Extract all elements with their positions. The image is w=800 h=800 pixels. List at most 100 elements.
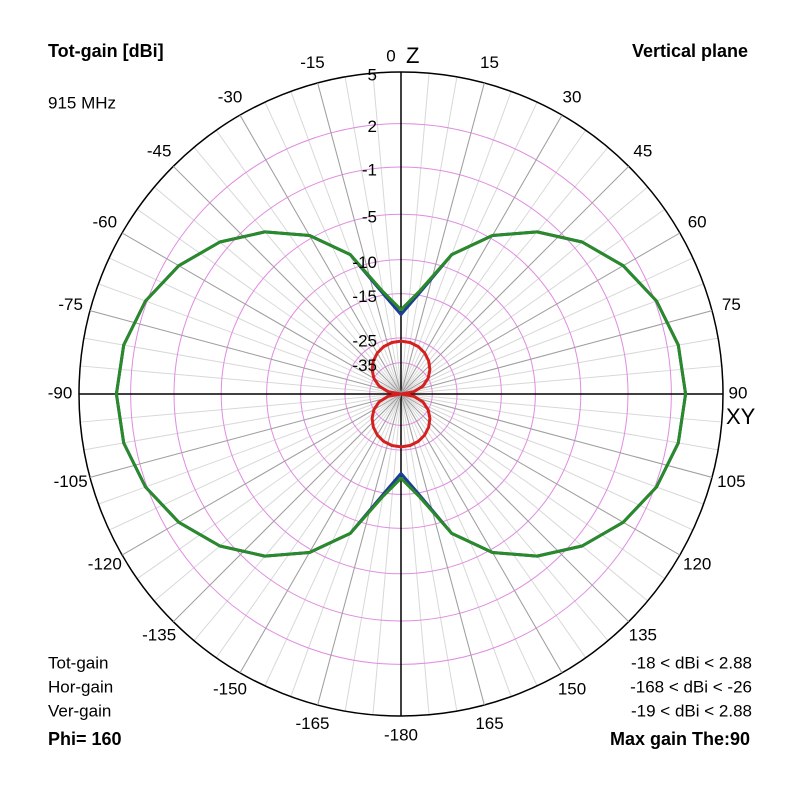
angle-spoke [89,310,402,395]
minor-spoke [400,393,704,505]
r-tick-label: -25 [352,331,377,350]
minor-spoke [193,393,402,641]
minor-spoke [400,283,704,395]
minor-spoke [400,393,694,531]
minor-spoke [136,208,402,395]
angle-tick-label: 45 [633,142,652,161]
minor-spoke [290,393,402,697]
minor-spoke [400,337,719,395]
minor-spoke [80,365,402,395]
minor-spoke [98,393,402,505]
angle-spoke [172,165,402,395]
axis-label-z: Z [406,43,419,68]
chart-subtitle: 915 MHz [48,93,116,112]
legend-range: -168 < dBi < -26 [630,677,752,696]
minor-spoke [154,393,402,602]
angle-tick-label: -15 [300,53,325,72]
minor-spoke [98,283,402,395]
minor-spoke [83,393,402,451]
angle-tick-label: -165 [295,714,329,733]
axis-label-xy: XY [726,404,756,429]
plot-area [114,230,688,558]
angle-tick-label: -105 [54,472,88,491]
minor-spoke [400,147,609,395]
legend-entry: Tot-gain [48,653,108,672]
r-tick-label: -5 [362,208,377,227]
minor-spoke [83,337,402,395]
angle-spoke [400,393,485,706]
angle-spoke [121,232,402,395]
minor-spoke [193,147,402,395]
minor-spoke [400,393,666,580]
r-tick-label: -1 [362,160,377,179]
minor-spoke [215,129,402,395]
angle-spoke [317,82,402,395]
angle-spoke [172,393,402,623]
pattern-line [370,339,432,449]
r-tick-label: -10 [352,253,377,272]
minor-spoke [290,91,402,395]
angle-spoke [400,114,563,395]
angle-tick-label: -75 [58,295,83,314]
max-gain-label: Max gain The:90 [610,729,750,749]
chart-title: Tot-gain [dBi] [48,41,164,61]
angle-tick-label: -135 [142,625,176,644]
angle-tick-label: -180 [384,725,418,744]
minor-spoke [400,393,609,641]
minor-spoke [400,393,648,602]
angle-tick-label: 90 [729,383,748,402]
angle-spoke [400,393,630,623]
angle-spoke [239,393,402,674]
angle-tick-label: 30 [563,87,582,106]
angle-tick-label: -30 [218,87,243,106]
minor-spoke [400,393,722,423]
angle-tick-label: -45 [147,142,172,161]
minor-spoke [108,393,402,531]
angle-spoke [400,393,681,556]
angle-spoke [400,310,713,395]
legend-entry: Hor-gain [48,677,113,696]
angle-tick-label: -150 [213,680,247,699]
angle-tick-label: 165 [475,714,503,733]
minor-spoke [400,393,512,697]
angle-tick-label: -120 [88,554,122,573]
minor-spoke [136,393,402,580]
labels: 5 2 -1 -5 -10 -15 -25 -35 0 15 30 45 60 75 90 105 120 135… [48,46,752,744]
minor-spoke [154,186,402,395]
minor-spoke [400,393,587,659]
angle-tick-label: 75 [722,295,741,314]
angle-spoke [400,165,630,395]
minor-spoke [400,91,512,395]
angle-tick-label: 105 [717,472,745,491]
angle-tick-label: 60 [688,212,707,231]
minor-spoke [400,129,587,395]
angle-tick-label: 0 [386,46,395,65]
r-tick-label: -35 [352,356,377,375]
angle-tick-label: 135 [629,625,657,644]
minor-spoke [400,186,648,395]
angle-tick-label: 150 [558,680,586,699]
r-tick-label: 5 [368,65,377,84]
minor-spoke [80,393,402,423]
angle-spoke [317,393,402,706]
angle-tick-label: 120 [683,554,711,573]
angle-tick-label: -90 [48,383,73,402]
legend-range: -19 < dBi < 2.88 [631,701,752,720]
angle-spoke [239,114,402,395]
minor-spoke [400,257,694,395]
legend-entry: Ver-gain [48,701,111,720]
minor-spoke [400,208,666,395]
minor-spoke [400,365,722,395]
r-tick-label: -15 [352,287,377,306]
angle-spoke [89,393,402,478]
r-tick-label: 2 [368,117,377,136]
plane-label: Vertical plane [632,41,748,61]
angle-spoke [400,82,485,395]
pattern-line [114,230,688,558]
angle-spoke [400,393,713,478]
minor-spoke [108,257,402,395]
minor-spoke [215,393,402,659]
minor-spoke [400,393,719,451]
